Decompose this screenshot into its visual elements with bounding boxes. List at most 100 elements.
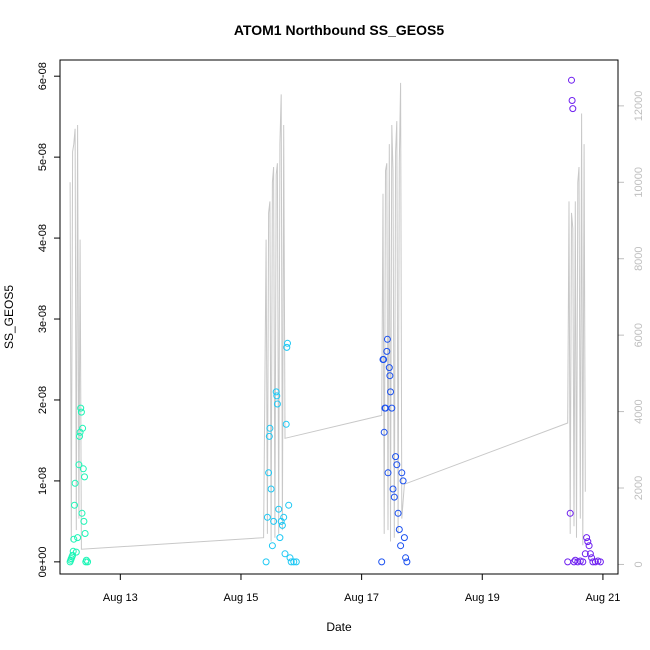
y-tick-label: 5e-08 <box>37 143 49 171</box>
y2-tick-label: 0 <box>633 561 645 567</box>
data-point-s2-21 <box>399 477 407 485</box>
data-point-s0-15 <box>77 408 85 416</box>
data-point-s1-11 <box>275 505 283 513</box>
data-point-s3-3 <box>568 97 576 104</box>
data-point-s2-3 <box>380 428 388 436</box>
data-point-s3-16 <box>589 558 597 566</box>
data-point-s1-10 <box>273 400 281 408</box>
y-tick-label: 6e-08 <box>37 62 49 90</box>
data-point-s1-20 <box>285 501 293 509</box>
data-point-s1-21 <box>286 554 294 562</box>
y2-tick-label: 10000 <box>633 167 645 198</box>
x-axis-label: Date <box>326 620 352 634</box>
data-point-s0-12 <box>76 432 83 440</box>
y-tick-label: 0e+00 <box>37 546 49 577</box>
data-point-s0-19 <box>80 517 88 525</box>
secondary-line-layer <box>69 82 586 550</box>
data-point-s0-20 <box>81 473 88 481</box>
data-point-s2-17 <box>394 509 402 517</box>
data-point-s2-0 <box>378 558 386 566</box>
data-point-s0-6 <box>70 535 78 543</box>
data-point-s2-24 <box>403 558 411 566</box>
data-point-s0-10 <box>74 534 82 542</box>
data-point-s3-1 <box>566 509 574 517</box>
data-point-s1-23 <box>290 558 298 566</box>
data-point-s2-20 <box>398 469 406 477</box>
y2-tick-label: 4000 <box>633 399 645 423</box>
data-point-s3-14 <box>586 550 594 558</box>
data-point-s3-0 <box>564 558 572 566</box>
data-point-s2-2 <box>380 356 388 363</box>
data-point-s0-5 <box>69 547 77 555</box>
data-point-s1-16 <box>281 550 289 558</box>
data-point-s2-11 <box>387 388 394 396</box>
data-point-s3-10 <box>581 550 589 558</box>
y2-tick-label: 6000 <box>633 323 645 347</box>
data-point-s1-7 <box>270 517 278 525</box>
data-point-s1-1 <box>263 513 271 521</box>
data-point-s2-13 <box>389 485 397 493</box>
data-point-s2-9 <box>385 364 393 372</box>
data-point-s3-15 <box>588 554 596 562</box>
plot-frame <box>59 59 619 575</box>
x-tick-label: Aug 21 <box>585 592 620 604</box>
data-point-s3-9 <box>579 558 587 566</box>
data-point-s0-9 <box>72 548 80 556</box>
data-point-s2-18 <box>395 526 403 533</box>
data-point-s2-15 <box>392 453 400 461</box>
y2-tick-label: 2000 <box>633 476 645 500</box>
data-point-s0-8 <box>71 479 79 487</box>
data-point-s3-12 <box>584 538 592 546</box>
y2-tick-label: 8000 <box>633 246 645 270</box>
data-point-s1-19 <box>284 339 291 347</box>
x-tick-label: Aug 19 <box>465 592 500 604</box>
data-point-s1-14 <box>278 521 286 529</box>
data-point-s1-18 <box>283 343 291 351</box>
y-tick-label: 1e-08 <box>37 467 49 495</box>
x-tick-label: Aug 17 <box>344 592 379 604</box>
data-point-s1-24 <box>292 558 300 566</box>
axes-layer: Aug 13 Aug 15 Aug 17 Aug 19 Aug 21 0e+00 1e-08… <box>37 62 645 604</box>
data-point-s0-24 <box>84 558 92 566</box>
data-point-s1-3 <box>265 432 273 440</box>
data-point-s1-17 <box>282 420 290 428</box>
secondary-series-line <box>69 82 586 550</box>
y-tick-label: 2e-08 <box>37 386 49 414</box>
data-point-s3-2 <box>568 76 575 84</box>
data-point-s1-15 <box>280 513 288 521</box>
data-point-s3-13 <box>585 542 593 550</box>
data-point-s1-9 <box>273 392 281 400</box>
data-point-s1-0 <box>262 558 270 566</box>
data-point-s0-23 <box>82 556 90 564</box>
data-point-s2-8 <box>384 469 392 477</box>
data-point-s1-5 <box>267 485 275 493</box>
data-point-s3-19 <box>596 558 604 566</box>
scatter-points-layer <box>66 76 604 566</box>
data-point-s0-21 <box>81 530 89 537</box>
data-point-s3-4 <box>569 105 577 113</box>
data-point-s1-22 <box>287 558 295 566</box>
x-tick-label: Aug 13 <box>103 592 138 604</box>
data-point-s2-22 <box>400 534 408 542</box>
data-point-s1-8 <box>272 388 280 396</box>
data-point-s2-12 <box>388 404 396 412</box>
data-point-s0-17 <box>79 424 87 432</box>
data-point-s2-23 <box>402 554 410 562</box>
data-point-s3-11 <box>583 534 591 542</box>
y-tick-label: 4e-08 <box>37 224 49 252</box>
data-point-s2-7 <box>383 335 391 343</box>
data-point-s2-16 <box>393 461 401 469</box>
data-point-s0-14 <box>77 404 85 412</box>
y2-tick-label: 12000 <box>633 91 645 122</box>
data-point-s0-18 <box>79 465 87 473</box>
chart-title: ATOM1 Northbound SS_GEOS5 <box>234 22 444 38</box>
y-axis-label: SS_GEOS5 <box>2 285 16 349</box>
data-point-s0-11 <box>75 461 83 469</box>
data-point-s1-12 <box>276 534 284 542</box>
data-point-s2-10 <box>386 372 394 380</box>
data-point-s1-4 <box>266 424 274 432</box>
data-point-s2-6 <box>383 347 391 355</box>
data-point-s2-14 <box>390 493 398 501</box>
data-point-s1-6 <box>268 542 276 550</box>
data-point-s0-7 <box>71 501 78 509</box>
